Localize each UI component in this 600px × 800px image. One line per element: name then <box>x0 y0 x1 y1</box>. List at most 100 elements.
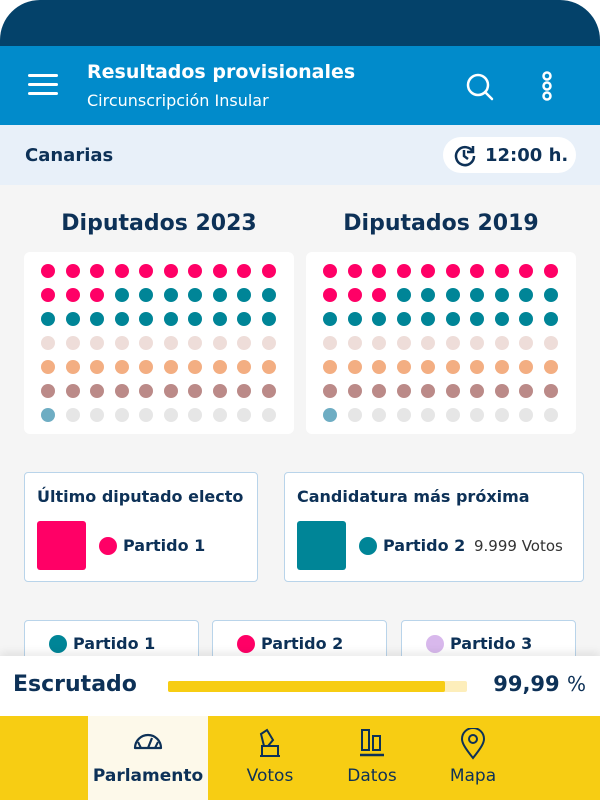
seat-dot <box>519 312 533 326</box>
seat-dot <box>237 336 251 350</box>
seat-dot <box>41 408 55 422</box>
seat-dot <box>323 264 337 278</box>
main-content: Diputados 2023 Diputados 2019 Último dip… <box>0 185 600 656</box>
seat-dot-empty <box>188 408 202 422</box>
seat-dot <box>323 408 337 422</box>
seat-dot <box>372 264 386 278</box>
seat-dot <box>163 384 178 398</box>
seat-dot <box>519 264 533 278</box>
seat-dot <box>114 312 129 326</box>
seat-dot-empty <box>90 408 104 422</box>
seat-dot-empty <box>212 408 227 422</box>
update-time-badge[interactable]: 12:00 h. <box>443 137 576 173</box>
tab-label: Votos <box>246 766 294 786</box>
status-bar <box>0 0 600 46</box>
seat-dot <box>212 384 227 398</box>
seat-dot <box>65 336 80 350</box>
party-name: Partido 3 <box>450 634 533 653</box>
seat-dot <box>543 360 558 374</box>
party-dot <box>49 635 67 653</box>
seat-dot <box>470 360 484 374</box>
tab-mapa[interactable]: Mapa <box>413 716 533 800</box>
seat-dot <box>396 360 411 374</box>
seat-dot <box>65 264 80 278</box>
legend-party-1[interactable]: Partido 1 <box>24 620 199 656</box>
tab-label: Parlamento <box>92 766 204 786</box>
legend-party-2[interactable]: Partido 2 <box>212 620 387 656</box>
seat-dot <box>396 264 411 278</box>
seat-dot <box>421 312 435 326</box>
party-color-swatch <box>37 521 86 570</box>
seat-dot <box>261 336 276 350</box>
party-name: Partido 2 <box>261 634 344 653</box>
seat-dot <box>494 336 509 350</box>
seat-dot <box>114 336 129 350</box>
seat-dot <box>543 336 558 350</box>
seat-dot <box>470 264 484 278</box>
search-icon[interactable] <box>466 73 494 101</box>
seat-dot-empty <box>261 408 276 422</box>
more-options-icon[interactable] <box>540 71 554 101</box>
grid-title-2019: Diputados 2019 <box>343 211 539 236</box>
seat-dot-empty <box>114 408 129 422</box>
seat-dot <box>90 312 104 326</box>
seat-dot <box>396 288 411 302</box>
party-dot <box>359 537 377 555</box>
seat-dot-empty <box>396 408 411 422</box>
seat-dot <box>90 288 104 302</box>
seat-dot <box>347 384 362 398</box>
party-name: Partido 1 <box>73 634 156 653</box>
seat-dot <box>372 336 386 350</box>
seat-dot <box>212 360 227 374</box>
seat-dot <box>519 336 533 350</box>
seat-dot <box>139 312 153 326</box>
seat-dot-empty <box>543 408 558 422</box>
seat-dot <box>470 288 484 302</box>
seat-dot <box>347 264 362 278</box>
seat-dot <box>163 312 178 326</box>
seat-dot-empty <box>494 408 509 422</box>
tab-datos[interactable]: Datos <box>312 716 432 800</box>
seat-dot <box>261 288 276 302</box>
seat-dot <box>41 264 55 278</box>
tab-parlamento[interactable]: Parlamento <box>88 716 208 800</box>
scrutiny-progress-fill <box>168 681 445 692</box>
party-dot <box>99 537 117 555</box>
seat-dot-empty <box>65 408 80 422</box>
seat-dot <box>347 336 362 350</box>
seat-dot <box>347 288 362 302</box>
party-name: Partido 1 <box>123 536 206 555</box>
seat-dot <box>261 264 276 278</box>
menu-icon[interactable] <box>28 74 58 96</box>
seat-dot <box>41 384 55 398</box>
seat-dot <box>470 312 484 326</box>
seat-dot <box>323 312 337 326</box>
seat-dot <box>445 336 460 350</box>
seat-dot <box>90 264 104 278</box>
region-bar: Canarias 12:00 h. <box>0 125 600 185</box>
bottom-navigation: Parlamento Votos Datos Mapa <box>0 716 600 800</box>
last-elected-card[interactable]: Último diputado electo Partido 1 <box>24 472 258 582</box>
seat-dot <box>188 288 202 302</box>
tab-label: Mapa <box>449 766 497 786</box>
legend-party-3[interactable]: Partido 3 <box>401 620 576 656</box>
seat-dot <box>163 336 178 350</box>
tab-label: Datos <box>347 766 397 786</box>
seat-dot <box>396 312 411 326</box>
seat-dot-empty <box>519 408 533 422</box>
seat-dot <box>139 264 153 278</box>
seat-dot <box>114 384 129 398</box>
seat-dot <box>139 336 153 350</box>
seat-dot <box>445 288 460 302</box>
seat-dot <box>445 384 460 398</box>
next-candidate-card[interactable]: Candidatura más próxima Partido 2 9.999 … <box>284 472 584 582</box>
tab-votos[interactable]: Votos <box>210 716 330 800</box>
seat-dot <box>114 288 129 302</box>
seat-dot <box>470 336 484 350</box>
seat-dot <box>421 336 435 350</box>
party-color-swatch <box>297 521 346 570</box>
seat-dot <box>494 312 509 326</box>
seat-dot <box>261 312 276 326</box>
seat-dot-empty <box>163 408 178 422</box>
seat-dot <box>188 264 202 278</box>
